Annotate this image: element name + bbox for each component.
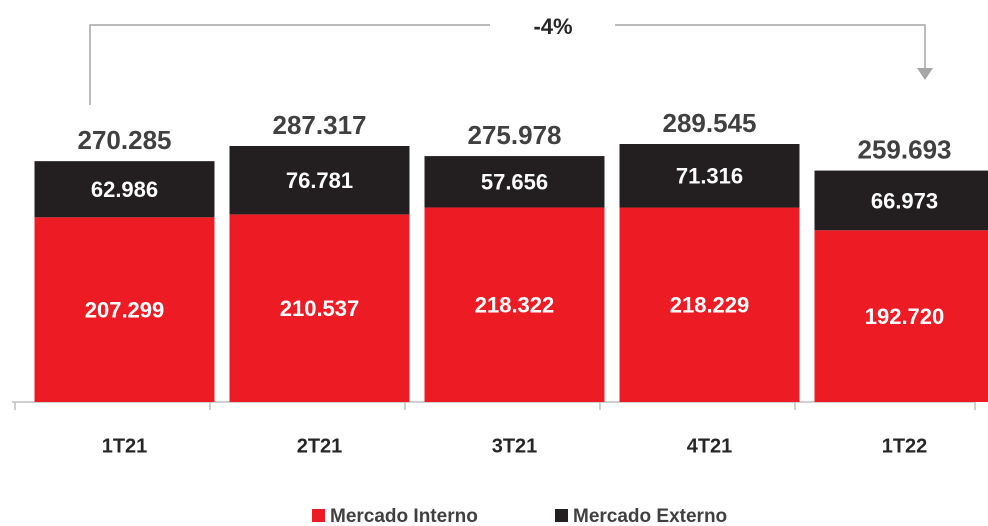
legend-label: Mercado Externo [573,506,727,526]
arrow-head [917,68,933,80]
annotation-arrow [89,24,926,105]
total-label: 270.285 [78,125,172,155]
x-tick-label: 4T21 [687,435,733,457]
arrow-line [89,24,490,105]
value-label: 62.986 [91,177,158,202]
value-label: 218.322 [475,293,555,318]
value-label: 218.229 [670,293,750,318]
x-tick-label: 3T21 [492,435,538,457]
value-label: 66.973 [871,188,938,213]
bar-segment [814,170,988,231]
bar-segment [814,230,988,402]
bar-segment [229,145,410,215]
arrow-line [615,24,926,70]
bar-segment [424,207,605,402]
total-label: 259.693 [858,134,952,164]
x-tick-label: 1T21 [102,435,148,457]
value-label: 210.537 [280,296,360,321]
value-label: 57.656 [481,170,548,195]
annotation: -4% [533,14,572,39]
bar-segment [34,161,215,218]
total-label: 287.317 [273,110,367,140]
value-label: 207.299 [85,297,165,322]
bar-segment [229,214,410,402]
legend-swatch [555,509,568,522]
bar-segment [619,144,800,208]
value-label: 76.781 [286,168,353,193]
value-label: 71.316 [676,164,743,189]
total-label: 275.978 [468,120,562,150]
bar-segment [34,217,215,402]
x-tick-label: 1T22 [882,435,928,457]
legend-label: Mercado Interno [330,506,478,526]
bar-segment [424,156,605,208]
total-label: 289.545 [663,108,757,138]
legend-swatch [312,509,325,522]
value-label: 192.720 [865,304,945,329]
x-tick-label: 2T21 [297,435,343,457]
bar-segment [619,207,800,402]
